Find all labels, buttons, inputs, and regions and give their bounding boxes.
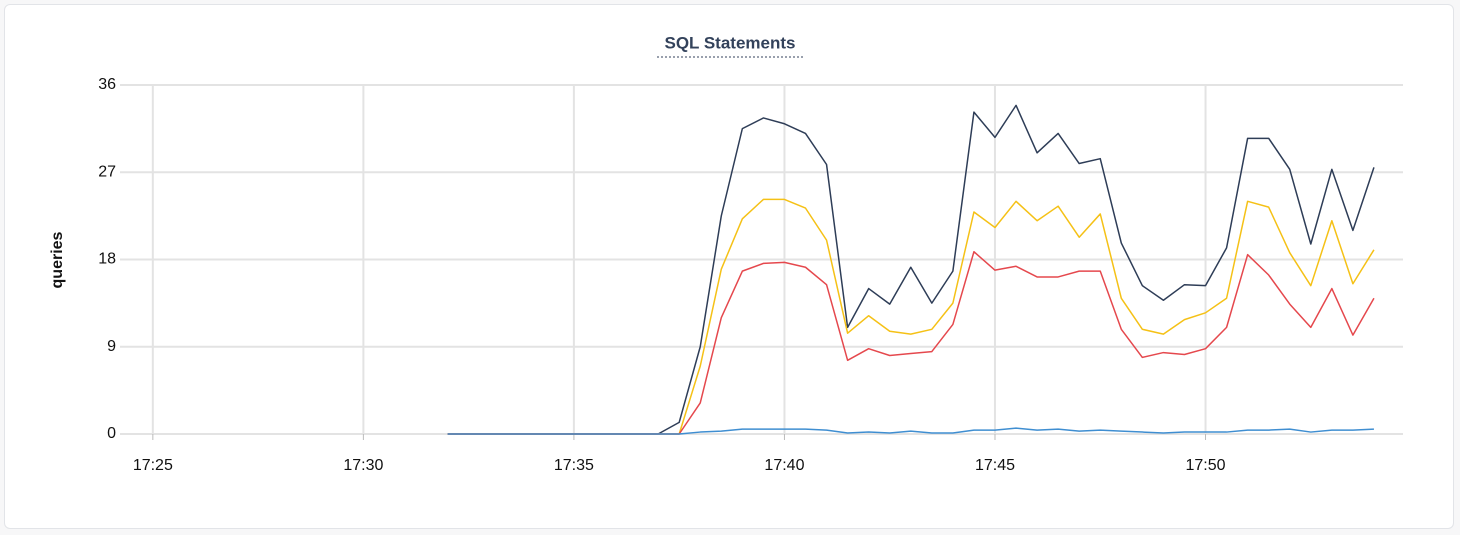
x-tick-label: 17:25 [133,457,173,474]
x-tick-label: 17:50 [1185,457,1225,474]
x-tick-label: 17:30 [343,457,383,474]
series-line [447,427,1374,435]
x-tick-label: 17:35 [554,457,594,474]
y-tick-label: 18 [98,251,116,268]
y-tick-label: 36 [98,76,116,93]
y-tick-label: 27 [98,163,116,180]
y-tick-label: 0 [107,425,116,442]
series-line [447,250,1375,435]
chart-card [4,4,1454,529]
series-line [447,104,1375,435]
x-tick-label: 17:40 [764,457,804,474]
x-tick-label: 17:45 [975,457,1015,474]
y-tick-label: 9 [107,338,116,355]
chart-title: SQL Statements [664,33,795,52]
y-axis-label: queries [49,231,66,288]
series-line [447,198,1375,435]
